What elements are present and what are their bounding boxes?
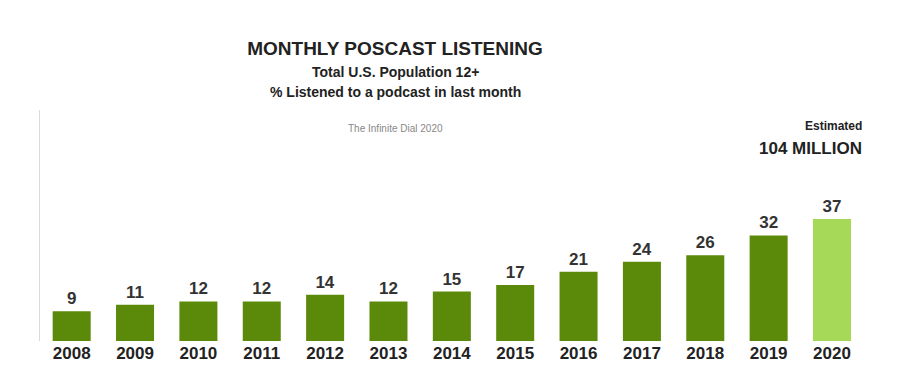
svg-text:9: 9 <box>67 289 76 308</box>
svg-text:2014: 2014 <box>433 344 471 363</box>
svg-text:104 MILLION: 104 MILLION <box>759 139 862 158</box>
svg-text:26: 26 <box>696 233 715 252</box>
svg-text:2010: 2010 <box>179 344 217 363</box>
svg-text:2018: 2018 <box>686 344 724 363</box>
svg-text:2013: 2013 <box>370 344 408 363</box>
svg-text:24: 24 <box>632 240 651 259</box>
svg-text:12: 12 <box>252 279 271 298</box>
svg-text:14: 14 <box>315 273 334 292</box>
svg-text:17: 17 <box>506 263 525 282</box>
svg-text:32: 32 <box>759 213 778 232</box>
svg-text:2020: 2020 <box>813 344 851 363</box>
svg-text:15: 15 <box>442 270 461 289</box>
svg-text:2016: 2016 <box>560 344 598 363</box>
svg-text:2012: 2012 <box>306 344 344 363</box>
svg-text:2015: 2015 <box>496 344 534 363</box>
svg-text:Estimated: Estimated <box>805 119 862 133</box>
svg-text:MONTHLY POSCAST LISTENING: MONTHLY POSCAST LISTENING <box>247 38 543 59</box>
svg-text:12: 12 <box>379 279 398 298</box>
svg-text:Total U.S. Population 12+: Total U.S. Population 12+ <box>312 64 479 80</box>
svg-text:2019: 2019 <box>750 344 788 363</box>
svg-text:37: 37 <box>823 197 842 216</box>
svg-text:2011: 2011 <box>243 344 280 363</box>
svg-text:21: 21 <box>569 250 588 269</box>
svg-text:% Listened to a podcast in las: % Listened to a podcast in last month <box>270 84 521 100</box>
svg-text:2009: 2009 <box>116 344 154 363</box>
svg-text:12: 12 <box>189 279 208 298</box>
svg-text:2008: 2008 <box>53 344 91 363</box>
svg-text:11: 11 <box>126 283 144 302</box>
svg-text:2017: 2017 <box>623 344 661 363</box>
svg-text:The Infinite Dial 2020: The Infinite Dial 2020 <box>348 123 443 134</box>
